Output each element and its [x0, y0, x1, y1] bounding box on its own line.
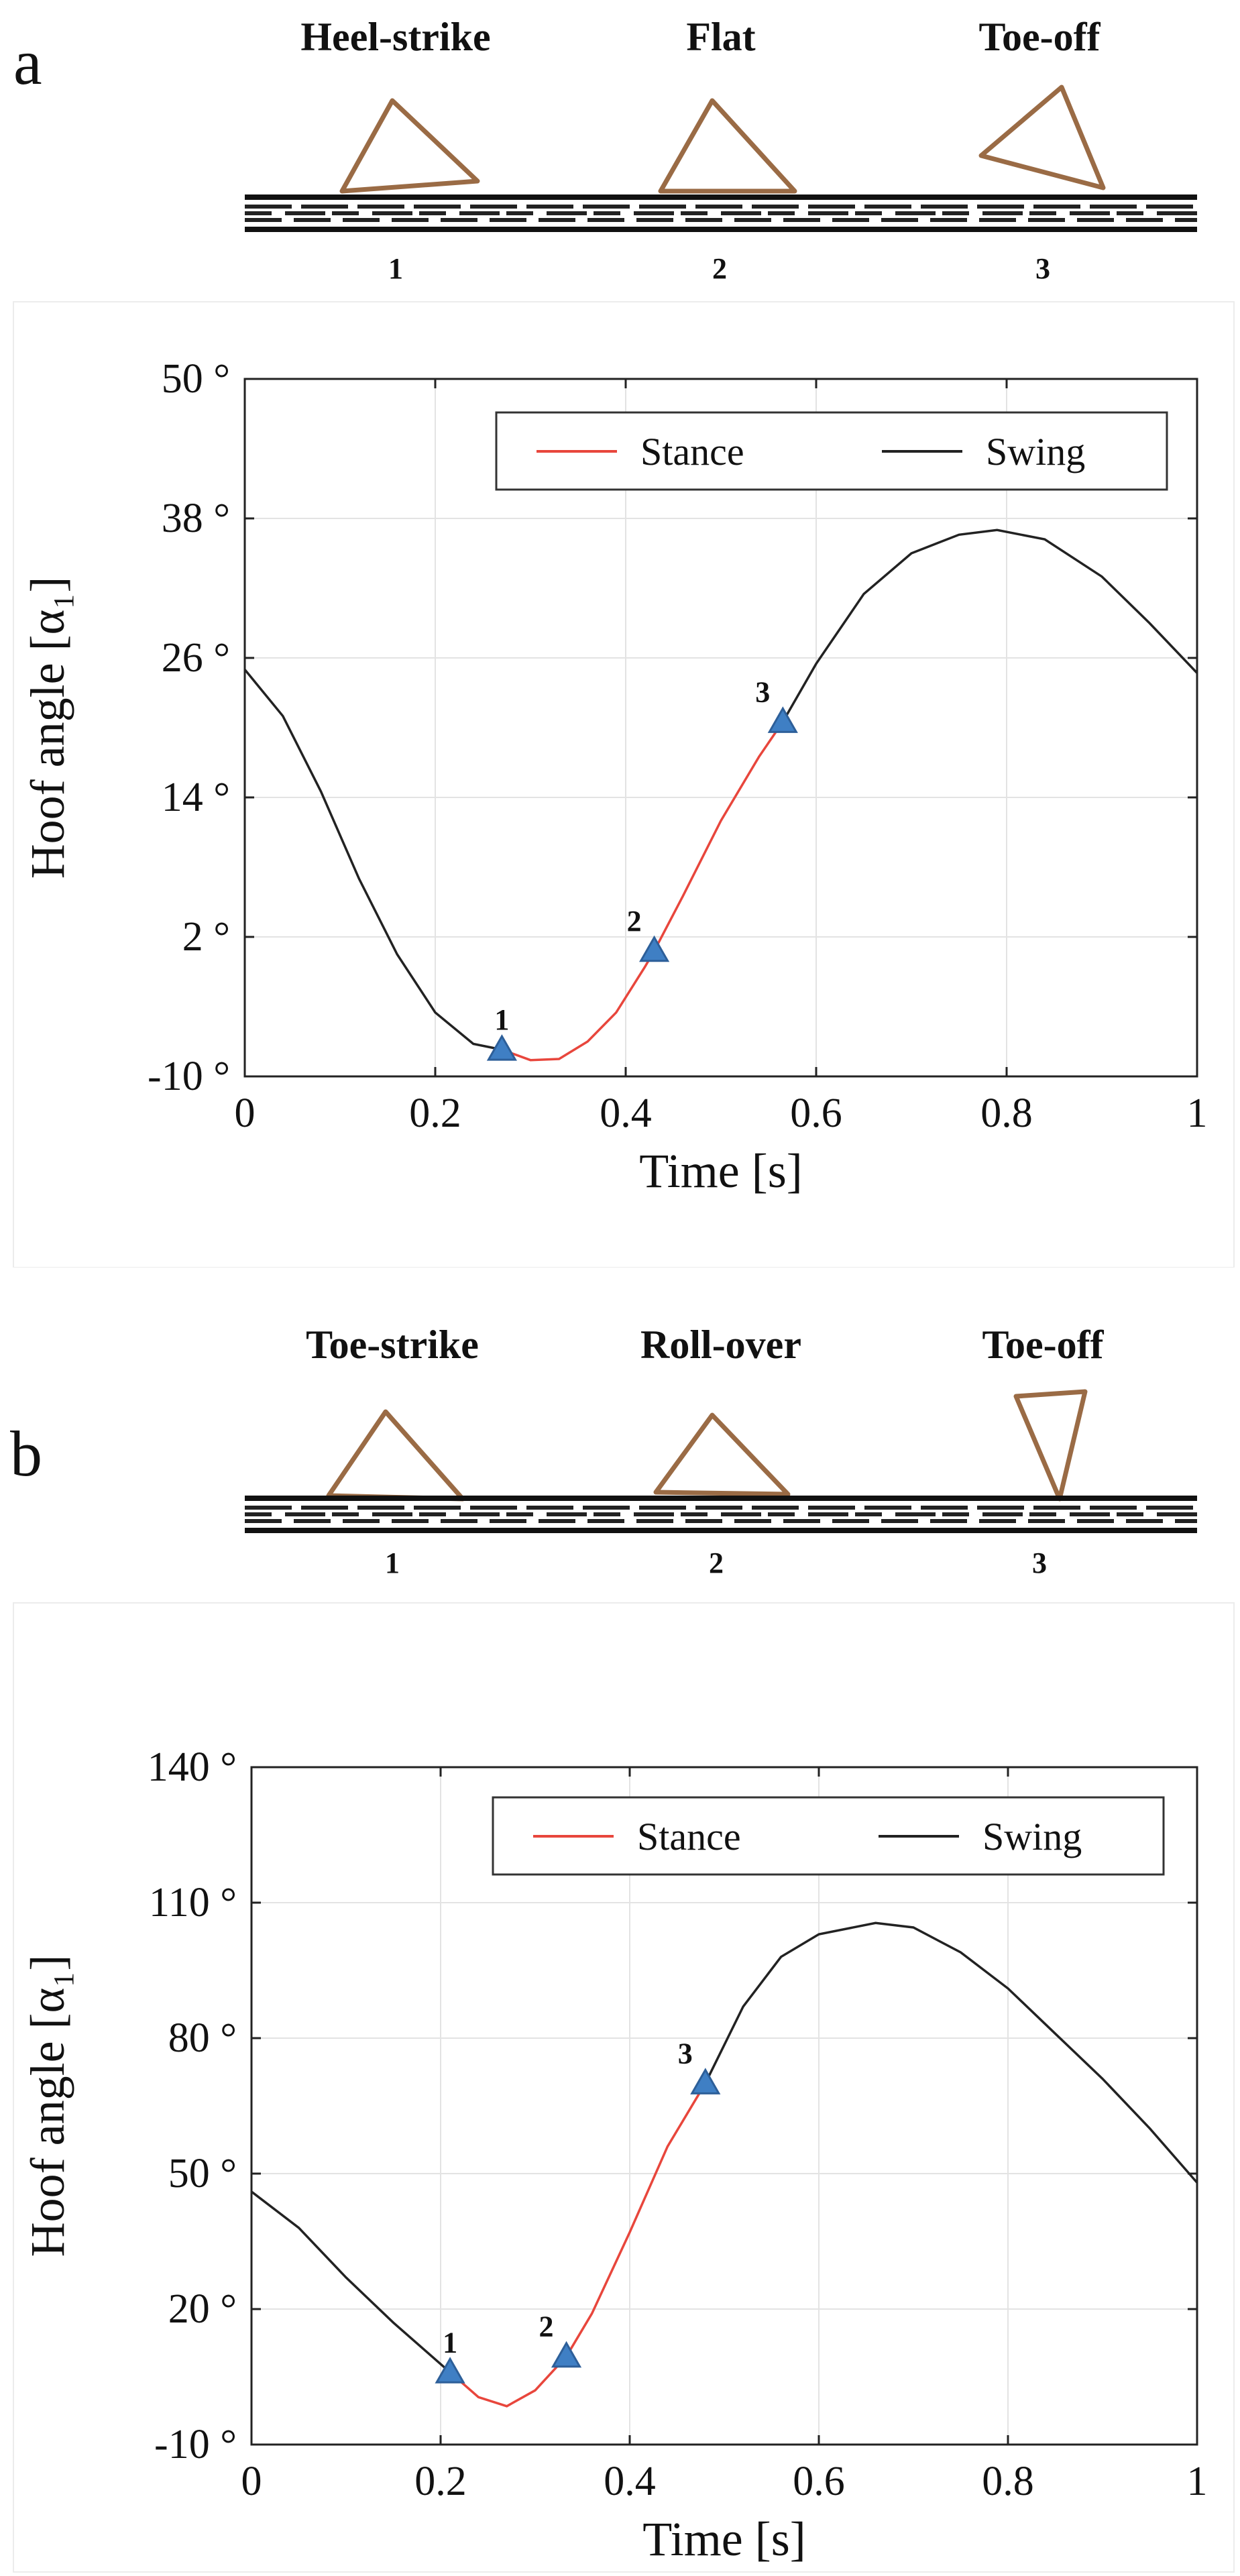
plot-frame	[243, 378, 1198, 1078]
plot-frame	[250, 1766, 1198, 2446]
plot-background	[245, 379, 1197, 1076]
panel-b: b Toe-strike Roll-over Toe-off 1 2 3 0 0.…	[0, 1268, 1240, 2576]
phase-number-b-2: 2	[709, 1547, 724, 1579]
x-tick-label: 0	[241, 2459, 262, 2504]
hoof-flat-icon	[658, 98, 797, 194]
phase-label-toe-strike: Toe-strike	[306, 1323, 479, 1367]
y-tick-label: 14 °	[162, 775, 230, 820]
ground-strip	[245, 194, 1197, 232]
legend-label-stance: Stance	[637, 1815, 741, 1858]
marker-triangle-3	[690, 2068, 721, 2094]
phase-number-1: 1	[388, 252, 403, 285]
phase-label-toe-off-b: Toe-off	[982, 1323, 1104, 1367]
marker-label-1: 1	[443, 2326, 457, 2359]
chart-a: 0 0.2 0.4 0.6 0.8 1 -10 ° 2 ° 14 ° 26 ° 38 ° 50 ° Ti…	[21, 356, 1208, 1198]
y-tick-label: 2 °	[182, 914, 230, 960]
marker-triangle-2	[639, 935, 670, 962]
panel-a-svg: a Heel-strike Flat Toe-off 1 2 3 0 0.2 0.4…	[13, 15, 1235, 1268]
series-stance-line	[501, 721, 784, 1062]
marker-triangle-1	[435, 2357, 465, 2384]
phase-number-b-1: 1	[385, 1547, 400, 1579]
y-tick-label: 110 °	[149, 1880, 237, 1925]
y-tick-label: 26 °	[162, 635, 230, 681]
y-axis-label: Hoof angle [α₁]	[21, 577, 74, 879]
marker-label-2: 2	[539, 2310, 554, 2343]
series-swing-line	[243, 669, 502, 1051]
x-tick-label: 0.2	[409, 1090, 461, 1136]
series-swing-line	[250, 2190, 451, 2373]
marker-triangle-3	[767, 706, 798, 733]
x-axis-label: Time [s]	[639, 1144, 802, 1198]
x-tick-label: 0.6	[793, 2459, 845, 2504]
chart-a-frame	[13, 301, 1235, 1268]
hoof-roll-over-icon	[653, 1412, 791, 1497]
marker-triangle-2	[551, 2341, 582, 2368]
chart-b-frame	[13, 1602, 1235, 2573]
chart-b: 0 0.2 0.4 0.6 0.8 1 -10 ° 20 ° 50 ° 80 ° 110 ° 140 …	[21, 1744, 1208, 2566]
x-tick-label: 0.8	[980, 1090, 1033, 1136]
panel-a: a Heel-strike Flat Toe-off 1 2 3 0 0.2 0.4…	[0, 0, 1240, 1268]
x-axis-label: Time [s]	[642, 2512, 805, 2566]
legend-label-swing: Swing	[986, 430, 1085, 473]
y-axis-label: Hoof angle [α₁]	[21, 1955, 74, 2257]
x-tick-label: 0.8	[982, 2459, 1034, 2504]
y-tick-label: 38 °	[162, 496, 230, 541]
x-tick-label: 1	[1187, 2459, 1208, 2504]
y-tick-label: 140 °	[148, 1744, 237, 1790]
panel-b-svg: b Toe-strike Roll-over Toe-off 1 2 3 0 0.…	[10, 1323, 1235, 2573]
phase-label-heel-strike: Heel-strike	[300, 15, 490, 59]
legend-label-swing: Swing	[982, 1815, 1082, 1858]
y-tick-label: 50 °	[168, 2151, 237, 2196]
series-swing-line	[704, 1921, 1198, 2184]
series-swing-line	[781, 528, 1198, 723]
hoof-toe-strike-icon	[326, 1409, 465, 1502]
marker-label-3: 3	[755, 675, 770, 708]
phase-label-flat: Flat	[686, 15, 755, 59]
y-tick-label: 80 °	[168, 2015, 237, 2061]
y-tick-label: -10 °	[148, 1054, 230, 1099]
ground-strip-b	[245, 1496, 1197, 1533]
y-tick-label: 50 °	[162, 356, 230, 402]
y-tick-label: -10 °	[154, 2422, 237, 2467]
hoof-toe-off-b-icon	[1013, 1389, 1088, 1502]
phase-number-2: 2	[712, 252, 727, 285]
marker-label-2: 2	[627, 905, 642, 938]
hoof-toe-off-icon	[978, 85, 1106, 190]
hoof-heel-strike-icon	[339, 98, 480, 194]
legend-label-stance: Stance	[640, 430, 744, 473]
x-tick-label: 1	[1187, 1090, 1208, 1136]
marker-label-1: 1	[494, 1003, 509, 1036]
legend: Stance Swing	[492, 1796, 1165, 1876]
marker-label-3: 3	[678, 2037, 693, 2070]
panel-letter-a: a	[13, 26, 42, 98]
legend: Stance Swing	[495, 411, 1168, 491]
y-tick-label: 20 °	[168, 2286, 237, 2332]
phase-number-b-3: 3	[1032, 1547, 1047, 1579]
x-tick-label: 0.4	[604, 2459, 656, 2504]
x-tick-label: 0.4	[600, 1090, 652, 1136]
phase-number-3: 3	[1035, 252, 1050, 285]
x-tick-label: 0.2	[414, 2459, 467, 2504]
panel-letter-b: b	[10, 1418, 42, 1490]
phase-label-toe-off: Toe-off	[978, 15, 1101, 59]
phase-label-roll-over: Roll-over	[640, 1323, 801, 1367]
x-tick-label: 0.6	[790, 1090, 842, 1136]
x-tick-label: 0	[235, 1090, 256, 1136]
marker-triangle-1	[486, 1034, 517, 1061]
plot-background	[251, 1767, 1197, 2445]
